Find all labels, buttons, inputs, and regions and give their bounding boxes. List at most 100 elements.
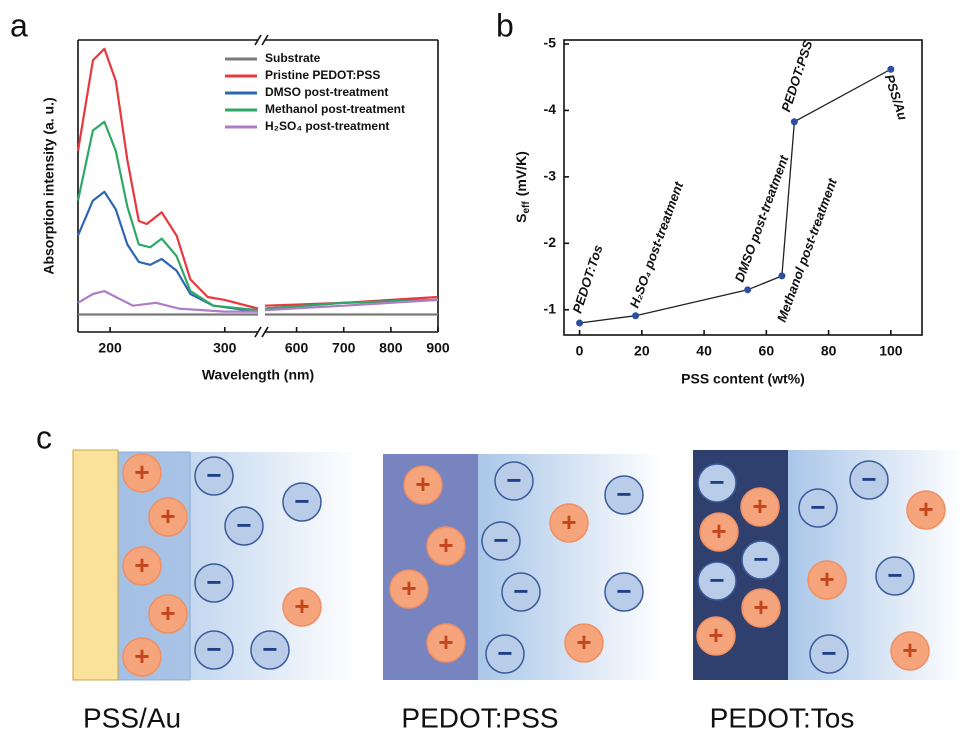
x-tick-label: 80 (821, 343, 837, 359)
anion (194, 630, 234, 670)
point-label: H₂SO₄ post-treatment (627, 179, 687, 310)
cation-sign: + (708, 620, 723, 650)
gold-electrode (72, 449, 119, 681)
anion (604, 475, 644, 515)
anion-sign: − (513, 576, 528, 606)
cation-sign: + (438, 530, 453, 560)
x-tick-label: 40 (696, 343, 712, 359)
data-point (790, 118, 798, 126)
y-tick-label: -5 (544, 35, 557, 51)
anion-sign: − (206, 460, 221, 490)
axis-break (261, 326, 269, 338)
cation-sign: + (134, 641, 149, 671)
anion-sign: − (709, 467, 724, 497)
x-tick-label: 900 (426, 340, 450, 356)
cation-sign: + (134, 457, 149, 487)
cation (426, 526, 466, 566)
cation (696, 616, 736, 656)
cation (148, 594, 188, 634)
x-tick-label: 200 (98, 340, 122, 356)
cation-sign: + (752, 491, 767, 521)
anion (697, 561, 737, 601)
cation-sign: + (753, 592, 768, 622)
cation (122, 453, 162, 493)
anion (809, 634, 849, 674)
x-tick-label: 700 (332, 340, 356, 356)
cation (426, 623, 466, 663)
anion-sign: − (262, 634, 277, 664)
axis-break (254, 326, 262, 338)
data-point (576, 319, 584, 327)
y-axis-label-subscript: eff (521, 201, 532, 214)
anion (250, 630, 290, 670)
y-tick-label: -3 (544, 168, 557, 184)
anion-sign: − (497, 638, 512, 668)
x-tick-label: 20 (634, 343, 650, 359)
cation (564, 623, 604, 663)
anion-sign: − (821, 638, 836, 668)
cation-sign: + (415, 469, 430, 499)
y-tick-label: -4 (544, 101, 557, 117)
point-label: PEDOT:Tos (569, 243, 605, 315)
anion (798, 488, 838, 528)
anion (494, 461, 534, 501)
anion-sign: − (206, 567, 221, 597)
cation-sign: + (160, 501, 175, 531)
cation (699, 512, 739, 552)
point-label: PSS/Au (882, 73, 911, 122)
panel-a: 200 300 600 700 800 900 Wavelength (nm) Absorpt… (41, 34, 450, 383)
cation-sign: + (819, 564, 834, 594)
anion-sign: − (236, 510, 251, 540)
anion (224, 506, 264, 546)
anion (849, 460, 889, 500)
panel-letter: a (10, 7, 28, 43)
axis-break (261, 34, 269, 46)
anion-sign: − (616, 479, 631, 509)
anion-sign: − (506, 465, 521, 495)
anion-sign: − (709, 565, 724, 595)
y-tick-label: -2 (544, 234, 557, 250)
cation-sign: + (576, 627, 591, 657)
cation (807, 560, 847, 600)
legend-label: Substrate (265, 51, 321, 65)
legend-label: Methanol post-treatment (265, 102, 405, 116)
cation (741, 588, 781, 628)
panel-c: −−−−− −− −−− −−−−−−−−−+++++++++++++++++++PS… (72, 449, 963, 733)
connector-line (579, 68, 892, 324)
data-point (778, 272, 786, 280)
series-line (77, 290, 439, 313)
plot-frame (563, 39, 923, 336)
anion (481, 521, 521, 561)
cation-sign: + (160, 598, 175, 628)
caption: PEDOT:Tos (710, 702, 855, 733)
data-point (744, 286, 752, 294)
legend-label: H₂SO₄ post-treatment (265, 119, 389, 133)
panel-letter: b (496, 7, 514, 43)
anion (194, 456, 234, 496)
anion-sign: − (810, 492, 825, 522)
axis-break (254, 34, 262, 46)
point-label: PEDOT:PSS (778, 38, 815, 113)
anion (194, 563, 234, 603)
x-tick-label: 100 (879, 343, 903, 359)
cation (740, 487, 780, 527)
anion-sign: − (753, 544, 768, 574)
cation-sign: + (134, 550, 149, 580)
anion (604, 572, 644, 612)
anion (697, 463, 737, 503)
anion-sign: − (616, 576, 631, 606)
cation (282, 587, 322, 627)
series-line (76, 190, 439, 313)
data-point (887, 65, 895, 73)
cation (148, 497, 188, 537)
x-axis-label: PSS content (wt%) (681, 371, 805, 387)
x-tick-label: 300 (213, 340, 237, 356)
series-line (76, 120, 439, 312)
panel-letter: c (36, 419, 52, 455)
cation-sign: + (294, 591, 309, 621)
cation-sign: + (902, 635, 917, 665)
legend-label: DMSO post-treatment (265, 85, 388, 99)
anion (485, 634, 525, 674)
data-point (632, 312, 640, 320)
